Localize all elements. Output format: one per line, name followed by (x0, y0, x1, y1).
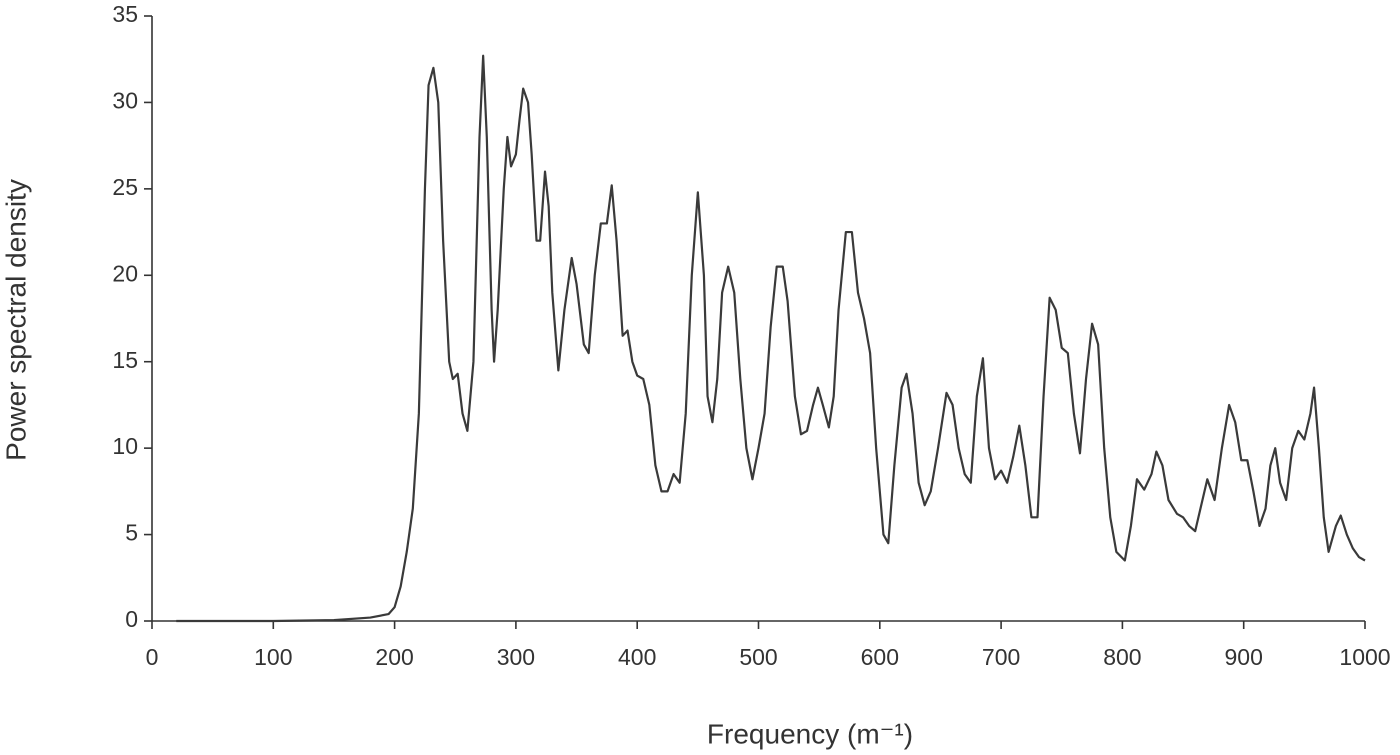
y-tick-label: 20 (112, 260, 138, 286)
x-tick-label: 300 (497, 644, 535, 670)
y-tick-label: 25 (112, 174, 138, 200)
x-axis-label: Frequency (m⁻¹) (707, 718, 913, 749)
y-tick-label: 10 (112, 433, 138, 459)
y-tick-label: 30 (112, 88, 138, 114)
x-tick-label: 600 (861, 644, 899, 670)
y-tick-label: 0 (125, 606, 138, 632)
y-axis-label: Power spectral density (0, 179, 31, 461)
x-tick-label: 100 (254, 644, 292, 670)
data-line (176, 54, 1366, 623)
x-tick-label: 800 (1103, 644, 1141, 670)
y-tick-label: 35 (112, 1, 138, 27)
x-tick-label: 900 (1225, 644, 1263, 670)
x-tick-label: 700 (982, 644, 1020, 670)
x-tick-label: 200 (375, 644, 413, 670)
x-tick-label: 400 (618, 644, 656, 670)
y-tick-label: 15 (112, 347, 138, 373)
x-tick-label: 0 (146, 644, 159, 670)
y-tick-label: 5 (125, 520, 138, 546)
x-tick-label: 1000 (1339, 644, 1390, 670)
x-tick-label: 500 (739, 644, 777, 670)
